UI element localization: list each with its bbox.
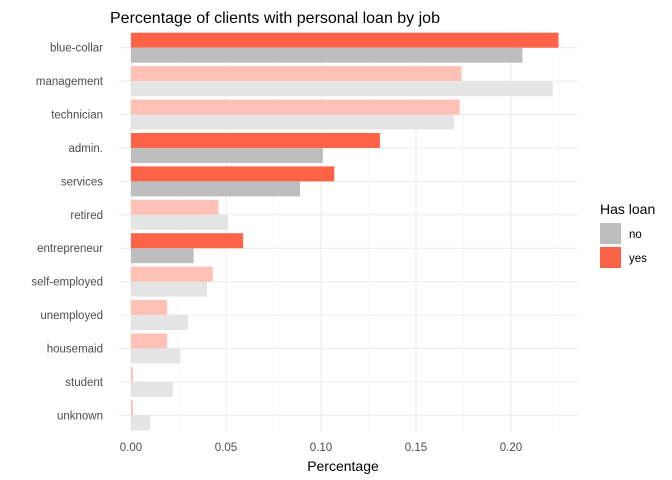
bar-yes-admin	[131, 132, 380, 148]
y-tick-label: blue-collar	[50, 43, 103, 55]
bar-no-unemployed	[131, 315, 188, 331]
bar-no-retired	[131, 214, 228, 230]
bar-no-selfemployed	[131, 281, 207, 297]
bar-yes-services	[131, 166, 335, 182]
bar-no-admin	[131, 147, 323, 163]
y-tick-label: services	[61, 176, 103, 188]
y-tick-label: housemaid	[47, 343, 103, 355]
bars	[131, 32, 559, 431]
y-tick-label: admin.	[68, 143, 103, 155]
bar-yes-selfemployed	[131, 266, 213, 282]
legend-key-no	[600, 223, 621, 244]
x-tick-label: 0.15	[405, 442, 427, 454]
x-axis-title: Percentage	[307, 458, 379, 474]
bar-yes-student	[131, 366, 133, 382]
y-tick-label: unemployed	[40, 310, 103, 322]
x-tick-label: 0.00	[120, 442, 142, 454]
bar-no-technician	[131, 114, 454, 130]
y-tick-label: management	[36, 76, 104, 88]
bar-no-management	[131, 81, 553, 97]
y-tick-label: entrepreneur	[37, 243, 103, 255]
legend-key-yes	[600, 247, 621, 268]
y-tick-labels: blue-collar management technician admin. ser…	[31, 43, 103, 423]
y-tick-label: student	[65, 377, 104, 389]
bar-yes-entrepreneur	[131, 233, 244, 249]
x-tick-label: 0.20	[500, 442, 522, 454]
x-tick-label: 0.05	[215, 442, 237, 454]
bar-yes-technician	[131, 99, 460, 115]
y-tick-label: unknown	[57, 410, 103, 422]
legend-label-no: no	[629, 229, 642, 241]
legend: Has loan no yes	[600, 201, 655, 268]
bar-yes-retired	[131, 199, 219, 215]
y-tick-label: self-employed	[31, 277, 103, 289]
bar-no-bluecollar	[131, 47, 523, 63]
bar-no-entrepreneur	[131, 248, 194, 264]
x-tick-labels: 0.00 0.05 0.10 0.15 0.20	[120, 442, 522, 454]
bar-no-housemaid	[131, 348, 181, 364]
legend-title: Has loan	[600, 201, 655, 217]
y-tick-label: retired	[70, 210, 103, 222]
x-tick-label: 0.10	[310, 442, 332, 454]
bar-no-unknown	[131, 415, 150, 431]
bar-yes-bluecollar	[131, 32, 559, 48]
bar-no-student	[131, 381, 173, 397]
chart-title: Percentage of clients with personal loan…	[110, 10, 440, 27]
bar-yes-unknown	[131, 400, 133, 416]
bar-yes-unemployed	[131, 300, 168, 316]
bar-yes-housemaid	[131, 333, 168, 349]
legend-label-yes: yes	[629, 253, 647, 265]
bar-yes-management	[131, 66, 462, 82]
bar-no-services	[131, 181, 301, 197]
y-tick-label: technician	[51, 110, 103, 122]
